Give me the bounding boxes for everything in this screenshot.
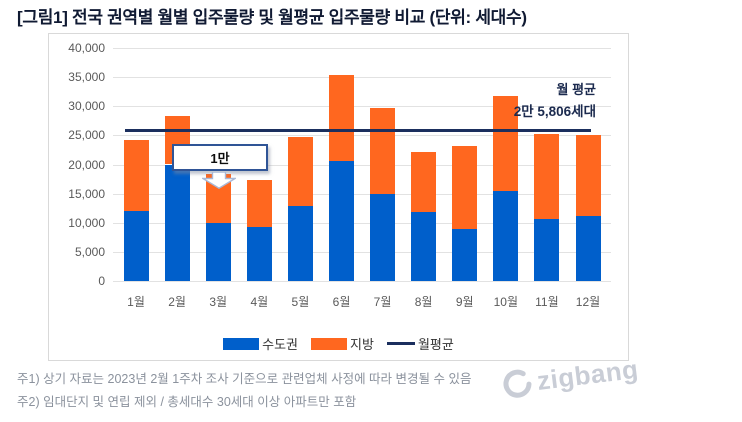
footnote-2: 주2) 임대단지 및 연립 제외 / 총세대수 30세대 이상 아파트만 포함 xyxy=(17,395,357,409)
gridline-20000 xyxy=(113,164,611,166)
bar-12월-수도권 xyxy=(575,215,601,281)
legend-swatch-수도권 xyxy=(223,337,260,350)
legend-label-지방: 지방 xyxy=(350,337,374,352)
gridline-25000 xyxy=(113,135,611,137)
y-axis-tick-40000: 40,000 xyxy=(68,41,105,55)
x-axis-tick-12월: 12월 xyxy=(575,295,601,309)
y-axis-tick-15000: 15,000 xyxy=(68,186,105,201)
bar-9월-수도권 xyxy=(452,229,478,281)
bar-5월-수도권 xyxy=(287,206,313,281)
x-axis-tick-7월: 7월 xyxy=(373,295,392,309)
average-label-line2: 2만 5,806세대 xyxy=(513,103,596,119)
legend-swatch-월평균 xyxy=(386,342,415,345)
zigbang-watermark: zigbang xyxy=(501,354,640,401)
x-axis-tick-10월: 10월 xyxy=(493,295,518,309)
legend-item-지방: 지방 xyxy=(311,334,374,353)
bar-8월-지방 xyxy=(411,152,437,212)
x-axis-tick-8월: 8월 xyxy=(414,295,433,309)
bar-5월-지방 xyxy=(287,137,313,207)
bar-11월-지방 xyxy=(534,133,560,220)
bar-3월-수도권 xyxy=(205,222,231,282)
average-label-line1: 월 평균 xyxy=(556,82,597,97)
gridline-35000 xyxy=(113,77,611,79)
x-axis-tick-6월: 6월 xyxy=(332,295,351,309)
gridline-5000 xyxy=(113,251,611,253)
bar-1월-수도권 xyxy=(123,210,149,281)
down-arrow-icon xyxy=(202,172,236,189)
legend-swatch-지방 xyxy=(311,337,348,350)
x-axis-tick-4월: 4월 xyxy=(250,295,269,309)
x-axis-tick-1월: 1월 xyxy=(127,295,145,309)
x-axis-tick-2월: 2월 xyxy=(168,295,186,309)
bar-11월-수도권 xyxy=(534,219,560,281)
bar-6월-지방 xyxy=(329,75,354,161)
chart-area: 월 평균 2만 5,806세대 1만 수도권 지방 월평균 0 5,000 10,000… xyxy=(48,33,629,361)
bar-12월-지방 xyxy=(575,135,601,216)
gridline-15000 xyxy=(113,193,611,195)
average-label: 월 평균 2만 5,806세대 xyxy=(514,80,596,122)
figure-title: [그림1] 전국 권역별 월별 입주물량 및 월평균 입주물량 비교 (단위: … xyxy=(17,8,527,27)
bar-1월-지방 xyxy=(123,139,149,211)
gridline-30000 xyxy=(113,106,611,108)
y-axis-tick-30000: 30,000 xyxy=(68,99,105,114)
x-axis-tick-11월: 11월 xyxy=(535,295,559,309)
y-axis-tick-0: 0 xyxy=(98,274,105,288)
bar-10월-지방 xyxy=(493,96,519,191)
legend-item-월평균: 월평균 xyxy=(386,334,454,353)
footnote-1: 주1) 상기 자료는 2023년 2월 1주차 조사 기준으로 관련업체 사정에… xyxy=(17,372,472,386)
gridline-0 xyxy=(113,281,611,282)
bar-4월-수도권 xyxy=(246,227,272,281)
legend-label-월평균: 월평균 xyxy=(417,337,454,352)
bar-9월-지방 xyxy=(452,145,478,230)
average-line xyxy=(125,129,591,133)
bar-7월-지방 xyxy=(370,108,395,195)
legend-item-수도권: 수도권 xyxy=(223,334,298,353)
gridline-40000 xyxy=(113,48,611,49)
y-axis-tick-10000: 10,000 xyxy=(68,215,105,230)
y-axis-tick-35000: 35,000 xyxy=(68,70,105,85)
y-axis-tick-5000: 5,000 xyxy=(74,244,105,259)
x-axis-tick-3월: 3월 xyxy=(209,295,228,309)
zigbang-logo-icon xyxy=(503,369,532,398)
bar-4월-지방 xyxy=(246,180,272,228)
bar-2월-수도권 xyxy=(164,164,190,281)
gridline-10000 xyxy=(113,222,611,224)
y-axis-tick-25000: 25,000 xyxy=(68,128,105,143)
x-axis-tick-5월: 5월 xyxy=(291,295,310,309)
bar-10월-수도권 xyxy=(493,190,519,281)
annotation-callout: 1만 xyxy=(172,144,268,171)
bar-6월-수도권 xyxy=(329,161,354,281)
legend-label-수도권: 수도권 xyxy=(262,337,299,352)
bar-7월-수도권 xyxy=(370,194,395,281)
annotation-text: 1만 xyxy=(210,151,230,166)
x-axis-tick-9월: 9월 xyxy=(455,295,474,309)
y-axis-tick-20000: 20,000 xyxy=(68,157,105,172)
chart-legend: 수도권 지방 월평균 xyxy=(49,334,628,353)
bar-8월-수도권 xyxy=(411,211,437,281)
